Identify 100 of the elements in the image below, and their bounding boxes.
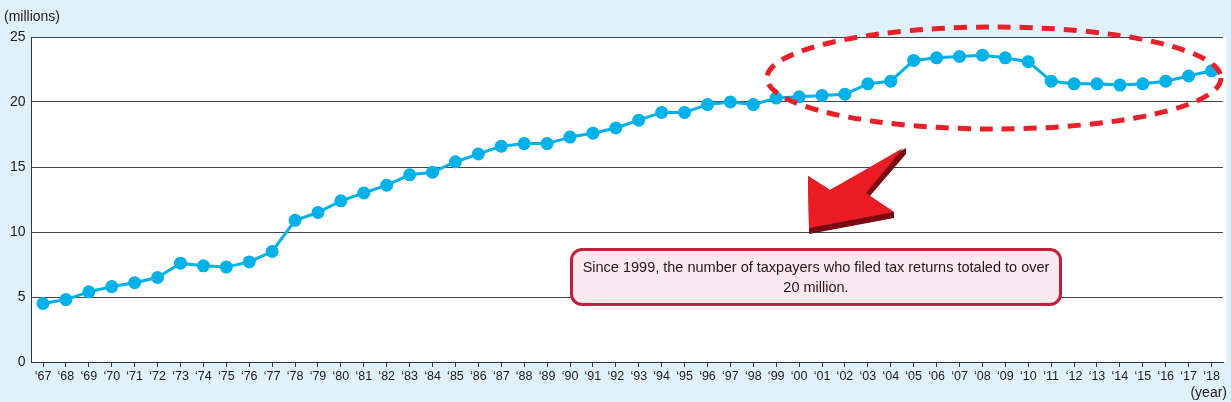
- x-tick-label: ‘92: [607, 368, 625, 383]
- x-tick-label: ‘12: [1065, 368, 1083, 383]
- x-tick-label: ‘71: [126, 368, 144, 383]
- x-tick-label: ‘94: [653, 368, 671, 383]
- point: [36, 297, 50, 310]
- x-tick-label: ‘98: [744, 368, 762, 383]
- point: [448, 155, 462, 169]
- x-tick-label: ‘69: [80, 368, 98, 383]
- x-tick-label: ‘84: [424, 368, 441, 383]
- x-axis-title: (year): [1190, 384, 1227, 400]
- point: [471, 147, 485, 161]
- point: [265, 245, 279, 258]
- point: [426, 165, 440, 179]
- x-tick-label: ‘05: [905, 368, 923, 383]
- x-tick-label: ‘76: [240, 368, 258, 383]
- point: [998, 51, 1012, 65]
- point: [975, 48, 989, 62]
- x-tick-label: ‘86: [470, 368, 487, 383]
- x-tick-label: ‘02: [836, 368, 854, 383]
- point: [151, 271, 165, 284]
- x-tick-label: ‘03: [859, 368, 877, 383]
- x-tick-label: ‘75: [217, 368, 235, 383]
- point: [403, 168, 417, 182]
- y-tick-label: 25: [9, 27, 26, 44]
- point: [678, 105, 692, 119]
- point: [586, 126, 600, 140]
- point: [196, 259, 210, 273]
- point: [128, 276, 142, 290]
- x-tick-label: ‘13: [1088, 368, 1106, 383]
- x-tick-label: ‘91: [584, 368, 602, 383]
- x-tick-label: ‘89: [538, 368, 556, 383]
- point: [357, 186, 371, 200]
- point: [609, 121, 623, 135]
- x-tick-label: ‘82: [378, 368, 396, 383]
- point: [517, 137, 531, 151]
- x-tick-label: ‘10: [1019, 368, 1037, 383]
- x-tick-label: ‘17: [1180, 368, 1198, 383]
- x-tick-label: ‘14: [1111, 368, 1129, 383]
- y-tick-label: 10: [9, 222, 26, 239]
- x-tick-label: ‘15: [1134, 368, 1152, 383]
- point: [1113, 78, 1127, 92]
- x-tick-label: ‘79: [309, 368, 327, 383]
- y-tick-label: 0: [17, 352, 26, 369]
- x-tick-label: ‘00: [790, 368, 808, 383]
- x-tick-label: ‘72: [149, 368, 166, 383]
- annotation: Since 1999, the number of taxpayers who filed tax returns totaled to over 20 million.: [570, 248, 1062, 306]
- x-tick-label: ‘74: [195, 368, 212, 383]
- x-tick-label: ‘68: [57, 368, 75, 383]
- point: [700, 98, 714, 112]
- x-tick-label: ‘01: [813, 368, 831, 383]
- point: [105, 280, 119, 294]
- point: [1136, 77, 1150, 91]
- x-tick-label: ‘81: [355, 368, 373, 383]
- x-tick-label: ‘83: [401, 368, 419, 383]
- x-tick-label: ‘85: [447, 368, 464, 383]
- x-tick-label: ‘70: [103, 368, 121, 383]
- point: [655, 105, 669, 119]
- x-tick-label: ‘96: [699, 368, 716, 383]
- point: [380, 178, 394, 192]
- x-tick-label: ‘07: [951, 368, 968, 383]
- point: [1159, 74, 1173, 88]
- x-tick-label: ‘08: [974, 368, 991, 383]
- point: [494, 139, 508, 153]
- point: [815, 89, 829, 102]
- point: [769, 91, 783, 105]
- point: [838, 87, 852, 101]
- point: [219, 260, 233, 274]
- point: [563, 130, 577, 144]
- y-tick-label: 5: [17, 287, 26, 304]
- x-tick-label: ‘09: [996, 368, 1014, 383]
- point: [861, 77, 875, 91]
- point: [82, 285, 96, 299]
- point: [1021, 55, 1035, 69]
- x-tick-label: ‘11: [1043, 368, 1060, 383]
- point: [1182, 69, 1196, 83]
- point: [311, 206, 325, 219]
- x-tick-label: ‘73: [172, 368, 189, 383]
- x-tick-label: ‘77: [263, 368, 281, 383]
- x-tick-label: ‘97: [722, 368, 739, 383]
- point: [723, 95, 737, 109]
- y-tick-label: 15: [9, 157, 26, 174]
- x-tick-label: ‘90: [561, 368, 579, 383]
- point: [334, 194, 348, 208]
- point: [746, 98, 760, 112]
- point: [540, 137, 554, 151]
- x-tick-label: ‘04: [882, 368, 900, 383]
- point: [1090, 77, 1104, 91]
- x-tick-label: ‘06: [928, 368, 945, 383]
- x-tick-label: ‘18: [1203, 368, 1220, 383]
- x-tick-label: ‘99: [767, 368, 785, 383]
- point: [930, 51, 944, 65]
- x-tick-label: ‘16: [1157, 368, 1175, 383]
- point: [288, 213, 302, 227]
- point: [174, 256, 187, 270]
- x-tick-label: ‘88: [515, 368, 533, 383]
- x-tick-label: ‘80: [332, 368, 350, 383]
- point: [1044, 74, 1058, 88]
- x-tick-label: ‘78: [286, 368, 304, 383]
- point: [59, 293, 73, 307]
- point: [1067, 77, 1081, 91]
